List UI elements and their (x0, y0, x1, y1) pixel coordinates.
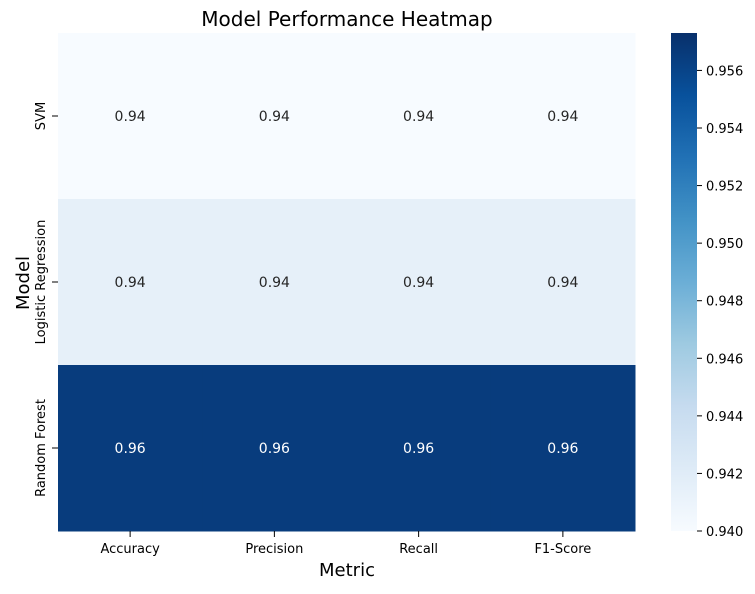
y-axis-label: Model (13, 256, 34, 310)
cell-value-label: 0.94 (259, 275, 290, 291)
heatmap-cells (58, 33, 636, 532)
colorbar-tick-label: 0.948 (706, 295, 743, 310)
cell-value-label: 0.94 (547, 275, 578, 291)
heatmap-cell (58, 365, 203, 532)
colorbar-ticks: 0.940 0.942 0.944 0.946 0.948 0.950 0.952 0.954… (697, 64, 743, 540)
colorbar-tick-label: 0.952 (706, 180, 743, 195)
heatmap-cell (346, 199, 492, 366)
colorbar-tick-label: 0.944 (706, 410, 743, 425)
colorbar-tick-label: 0.950 (706, 237, 743, 252)
colorbar-tick-label: 0.954 (706, 122, 743, 137)
heatmap-cell (346, 365, 492, 532)
heatmap-cell (202, 199, 347, 366)
heatmap-cell (58, 199, 203, 366)
heatmap-cell (346, 33, 492, 200)
cell-value-label: 0.96 (547, 441, 578, 457)
x-axis-ticks: Accuracy Precision Recall F1-Score (100, 531, 591, 557)
cell-value-label: 0.96 (403, 441, 434, 457)
cell-value-label: 0.94 (547, 109, 578, 125)
colorbar-tick-label: 0.942 (706, 467, 743, 482)
heatmap-cell (202, 33, 347, 200)
cell-value-label: 0.96 (259, 441, 290, 457)
colorbar-tick-label: 0.956 (706, 64, 743, 79)
heatmap-cell (490, 199, 636, 366)
chart-title: Model Performance Heatmap (201, 7, 492, 31)
cell-value-label: 0.96 (115, 441, 146, 457)
colorbar-tick-label: 0.940 (706, 525, 743, 540)
heatmap-cell (490, 365, 636, 532)
heatmap-cell (202, 365, 347, 532)
cell-annotations: 0.94 0.94 0.94 0.94 0.94 0.94 0.94 0.94 0.96 0.96… (115, 109, 579, 457)
x-tick-label: Accuracy (100, 542, 160, 557)
heatmap-cell (58, 33, 203, 200)
x-axis-label: Metric (319, 560, 375, 581)
y-tick-label: SVM (34, 102, 49, 130)
heatmap-cell (490, 33, 636, 200)
y-tick-label: Logistic Regression (34, 220, 49, 345)
x-tick-label: F1-Score (534, 542, 591, 557)
cell-value-label: 0.94 (115, 275, 146, 291)
cell-value-label: 0.94 (403, 275, 434, 291)
x-tick-label: Recall (399, 542, 438, 557)
cell-value-label: 0.94 (115, 109, 146, 125)
cell-value-label: 0.94 (403, 109, 434, 125)
y-axis-ticks: SVM Logistic Regression Random Forest (34, 102, 58, 497)
y-tick-label: Random Forest (34, 399, 49, 497)
x-tick-label: Precision (245, 542, 303, 557)
cell-value-label: 0.94 (259, 109, 290, 125)
colorbar-tick-label: 0.946 (706, 352, 743, 367)
colorbar (671, 33, 697, 531)
